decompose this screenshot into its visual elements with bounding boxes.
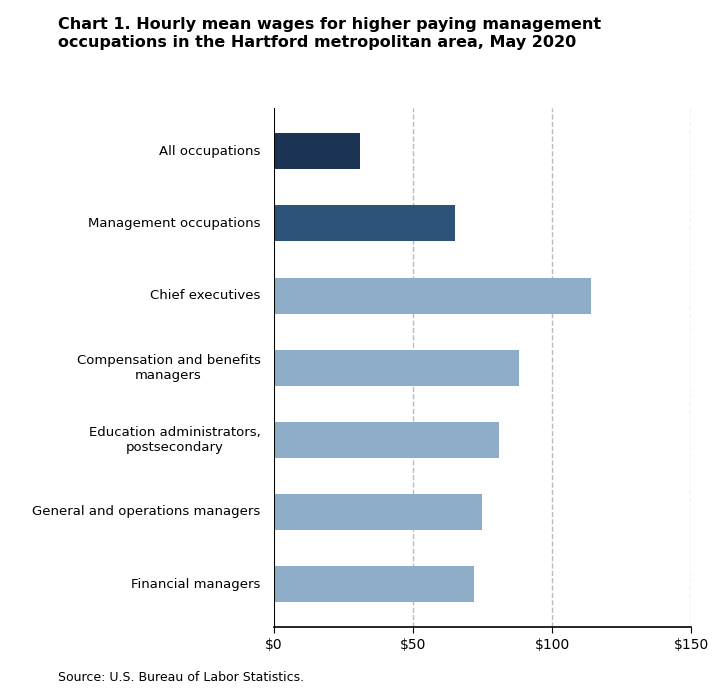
Bar bbox=[274, 494, 482, 530]
Bar bbox=[274, 133, 360, 169]
Bar bbox=[274, 350, 518, 385]
Text: Source: U.S. Bureau of Labor Statistics.: Source: U.S. Bureau of Labor Statistics. bbox=[58, 671, 304, 684]
Bar bbox=[274, 277, 591, 314]
Bar bbox=[274, 566, 474, 602]
Text: Chart 1. Hourly mean wages for higher paying management: Chart 1. Hourly mean wages for higher pa… bbox=[58, 17, 600, 33]
Bar bbox=[274, 206, 454, 241]
Text: occupations in the Hartford metropolitan area, May 2020: occupations in the Hartford metropolitan… bbox=[58, 35, 576, 50]
Bar bbox=[274, 422, 499, 458]
